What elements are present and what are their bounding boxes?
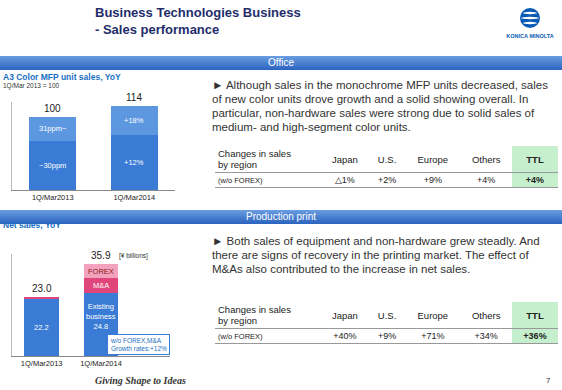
svg-text:Existingbusiness24.8: Existingbusiness24.8 (86, 302, 116, 331)
html-text:► Both sales of equipment and: ► Both sales of equipment and non-hardwa… (212, 235, 540, 275)
html-text:+2%: +2% (377, 175, 397, 185)
html-text:► Although sales in the monoch: ► Although sales in the monochrome MFP u… (212, 79, 548, 133)
html-text:Changes in sales by region: Changes in sales by region (218, 148, 291, 170)
svg-text:KONICA MINOLTA: KONICA MINOLTA (506, 33, 553, 39)
html-text:Others: Others (471, 153, 501, 165)
html-text:(w/o FOREX): (w/o FOREX) (218, 175, 263, 185)
html-text:+4%: +4% (477, 175, 496, 185)
html-text:Changes in sales by region: Changes in sales by region (218, 304, 291, 326)
html-text:Office: Office (268, 57, 294, 68)
html-text:TTL: TTL (526, 153, 544, 165)
html-text:(w/o FOREX): (w/o FOREX) (218, 331, 263, 341)
html-text:1Q/Mar 2013 = 100: 1Q/Mar 2013 = 100 (3, 82, 60, 89)
html-text:△1%: △1% (334, 175, 355, 185)
html-text:+40%: +40% (333, 331, 357, 341)
html-text:+71%: +71% (421, 331, 445, 341)
html-text:TTL: TTL (526, 309, 544, 321)
svg-text:[¥ billions]: [¥ billions] (119, 252, 148, 260)
svg-text:22.2: 22.2 (34, 323, 49, 332)
svg-text:114: 114 (126, 92, 142, 103)
svg-text:M&A: M&A (93, 281, 109, 290)
svg-text:35.9: 35.9 (91, 250, 111, 261)
html-text:Europe: Europe (417, 153, 449, 165)
html-text:Business Technologies Business: Business Technologies Business (95, 5, 301, 20)
html-text:Production print: Production print (246, 211, 316, 222)
html-text:U.S.: U.S. (377, 153, 397, 165)
html-text:+36%: +36% (523, 331, 547, 341)
svg-text:+18%: +18% (124, 116, 144, 125)
html-text:A3 Color MFP unit sales, YoY: A3 Color MFP unit sales, YoY (3, 72, 121, 82)
html-text:Giving Shape to Ideas: Giving Shape to Ideas (95, 375, 186, 386)
svg-text:w/o FOREX,M&AGrowth rates:+12%: w/o FOREX,M&AGrowth rates:+12% (110, 337, 167, 352)
html-text:+4%: +4% (525, 175, 545, 185)
html-text:Japan: Japan (331, 153, 358, 165)
svg-text:1Q/Mar2013: 1Q/Mar2013 (21, 359, 63, 368)
svg-text:~30ppm: ~30ppm (39, 161, 66, 170)
html-text:+34%: +34% (474, 331, 498, 341)
html-text:7: 7 (546, 376, 551, 385)
svg-text:+12%: +12% (124, 158, 144, 167)
svg-text:FOREX: FOREX (88, 267, 114, 276)
svg-text:1Q/Mar2014: 1Q/Mar2014 (80, 359, 122, 368)
html-text:Europe: Europe (417, 309, 449, 321)
svg-text:1Q/Mar2013: 1Q/Mar2013 (32, 193, 74, 202)
html-text:U.S.: U.S. (377, 309, 397, 321)
svg-text:31ppm~: 31ppm~ (39, 124, 67, 133)
svg-text:100: 100 (44, 103, 61, 114)
html-text:Japan: Japan (331, 309, 358, 321)
html-text:+9%: +9% (377, 331, 397, 341)
html-text:Others: Others (471, 309, 501, 321)
svg-text:23.0: 23.0 (32, 283, 52, 294)
svg-text:1Q/Mar2014: 1Q/Mar2014 (113, 193, 155, 202)
html-text:Net sales, YoY: Net sales, YoY (3, 220, 61, 230)
html-text:- Sales performance: - Sales performance (95, 22, 220, 37)
html-text:+9%: +9% (423, 175, 442, 185)
